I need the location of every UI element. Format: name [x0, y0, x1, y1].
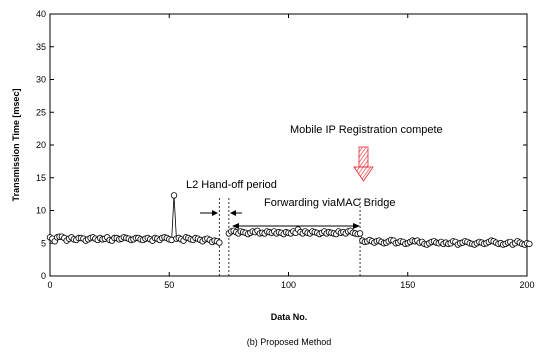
x-tick-label: 200 — [519, 280, 534, 290]
y-tick-label: 35 — [36, 42, 46, 52]
y-tick-label: 5 — [41, 238, 46, 248]
y-tick-label: 10 — [36, 206, 46, 216]
y-tick-label: 25 — [36, 107, 46, 117]
x-tick-label: 50 — [164, 280, 174, 290]
forwarding-arrow — [232, 223, 360, 229]
y-axis-title: Transmission Time [msec] — [11, 89, 21, 202]
x-tick-label: 150 — [400, 280, 415, 290]
x-tick-label: 0 — [47, 280, 52, 290]
y-tick-label: 30 — [36, 75, 46, 85]
y-tick-label: 40 — [36, 9, 46, 19]
y-tick-label: 15 — [36, 173, 46, 183]
annotation-forwarding: Forwarding viaMAC Bridge — [264, 197, 395, 209]
series-points — [46, 192, 533, 248]
x-axis-title: Data No. — [271, 312, 308, 322]
data-point — [356, 230, 364, 237]
x-tick-label: 100 — [281, 280, 296, 290]
handoff-arrows — [200, 210, 242, 216]
annotation-mobile-ip: Mobile IP Registration compete — [290, 124, 443, 136]
x-axis: 0 50 100 150 200 — [47, 14, 535, 290]
data-point — [526, 240, 533, 248]
data-point — [170, 192, 178, 199]
y-tick-label: 20 — [36, 140, 46, 150]
registration-arrow-icon — [353, 146, 374, 182]
figure-caption: (b) Proposed Method — [247, 337, 332, 347]
y-tick-label: 0 — [41, 271, 46, 281]
data-point — [216, 239, 223, 246]
reference-lines — [218, 198, 361, 276]
annotation-l2-handoff: L2 Hand-off period — [186, 179, 277, 191]
